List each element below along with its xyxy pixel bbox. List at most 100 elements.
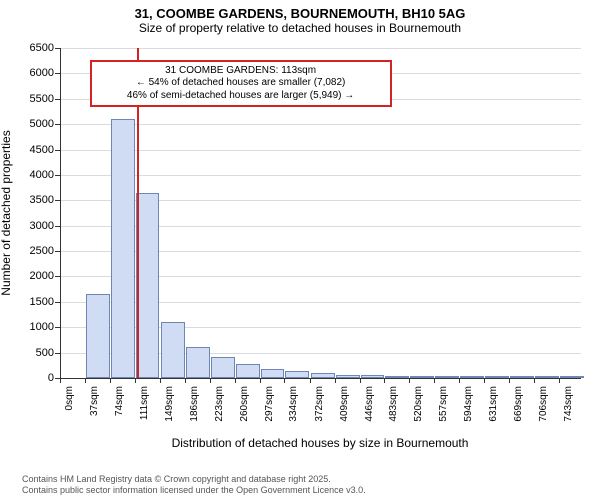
histogram-bar [385, 376, 409, 378]
x-tick-label: 186sqm [189, 386, 200, 422]
y-tick-mark [55, 200, 60, 201]
y-tick-mark [55, 175, 60, 176]
histogram-bar [535, 376, 559, 378]
x-tick-label: 706sqm [538, 386, 549, 422]
y-tick-label: 6500 [0, 42, 54, 54]
x-tick-mark [110, 378, 111, 383]
histogram-bar [211, 357, 235, 378]
annotation-line: 31 COOMBE GARDENS: 113sqm [98, 65, 384, 78]
chart-container: 31, COOMBE GARDENS, BOURNEMOUTH, BH10 5A… [0, 0, 600, 500]
x-tick-mark [85, 378, 86, 383]
histogram-bar [361, 375, 385, 378]
histogram-bar [560, 376, 584, 378]
x-tick-mark [559, 378, 560, 383]
x-tick-mark [534, 378, 535, 383]
x-tick-mark [335, 378, 336, 383]
histogram-bar [111, 119, 135, 378]
plot-area: 31 COOMBE GARDENS: 113sqm← 54% of detach… [60, 48, 581, 379]
histogram-bar [410, 376, 434, 378]
y-tick-label: 3000 [0, 220, 54, 232]
x-tick-mark [135, 378, 136, 383]
histogram-bar [86, 294, 110, 378]
y-tick-mark [55, 276, 60, 277]
x-tick-label: 743sqm [563, 386, 574, 422]
x-tick-mark [409, 378, 410, 383]
x-tick-label: 223sqm [214, 386, 225, 422]
histogram-bar [236, 364, 260, 378]
y-tick-label: 1000 [0, 321, 54, 333]
x-tick-label: 0sqm [64, 386, 75, 410]
histogram-bar [510, 376, 534, 378]
x-tick-label: 557sqm [438, 386, 449, 422]
y-tick-label: 5000 [0, 118, 54, 130]
x-tick-mark [434, 378, 435, 383]
histogram-bar [336, 375, 360, 378]
y-tick-mark [55, 99, 60, 100]
grid-line [61, 124, 581, 125]
histogram-bar [261, 369, 285, 378]
x-tick-mark [160, 378, 161, 383]
x-tick-label: 297sqm [264, 386, 275, 422]
y-tick-mark [55, 327, 60, 328]
x-tick-mark [310, 378, 311, 383]
y-tick-label: 4500 [0, 144, 54, 156]
y-tick-mark [55, 353, 60, 354]
x-tick-mark [384, 378, 385, 383]
histogram-bar [485, 376, 509, 378]
x-tick-mark [360, 378, 361, 383]
footer-line-2: Contains public sector information licen… [22, 485, 366, 496]
histogram-bar [311, 373, 335, 378]
histogram-bar [186, 347, 210, 378]
x-tick-mark [459, 378, 460, 383]
y-tick-label: 5500 [0, 93, 54, 105]
x-tick-label: 149sqm [164, 386, 175, 422]
histogram-bar [460, 376, 484, 378]
x-tick-label: 446sqm [364, 386, 375, 422]
y-tick-label: 6000 [0, 67, 54, 79]
y-tick-label: 0 [0, 372, 54, 384]
y-tick-mark [55, 226, 60, 227]
y-tick-label: 1500 [0, 296, 54, 308]
histogram-bar [136, 193, 160, 378]
y-tick-label: 3500 [0, 194, 54, 206]
grid-line [61, 175, 581, 176]
annotation-line: 46% of semi-detached houses are larger (… [98, 90, 384, 103]
y-tick-mark [55, 150, 60, 151]
grid-line [61, 48, 581, 49]
footer-line-1: Contains HM Land Registry data © Crown c… [22, 474, 366, 485]
footer-text: Contains HM Land Registry data © Crown c… [22, 474, 366, 496]
y-tick-label: 2000 [0, 270, 54, 282]
x-tick-label: 631sqm [488, 386, 499, 422]
annotation-line: ← 54% of detached houses are smaller (7,… [98, 77, 384, 90]
chart-title: 31, COOMBE GARDENS, BOURNEMOUTH, BH10 5A… [0, 0, 600, 21]
histogram-bar [161, 322, 185, 378]
y-tick-mark [55, 48, 60, 49]
x-tick-label: 520sqm [413, 386, 424, 422]
histogram-bar [285, 371, 309, 378]
y-tick-mark [55, 124, 60, 125]
grid-line [61, 150, 581, 151]
x-tick-label: 37sqm [89, 386, 100, 416]
y-tick-mark [55, 73, 60, 74]
x-tick-mark [185, 378, 186, 383]
y-tick-mark [55, 302, 60, 303]
x-axis-label: Distribution of detached houses by size … [60, 436, 580, 450]
y-tick-label: 500 [0, 347, 54, 359]
x-tick-mark [235, 378, 236, 383]
x-tick-mark [260, 378, 261, 383]
y-tick-label: 4000 [0, 169, 54, 181]
annotation-box: 31 COOMBE GARDENS: 113sqm← 54% of detach… [90, 60, 392, 108]
x-tick-mark [60, 378, 61, 383]
chart-subtitle: Size of property relative to detached ho… [0, 21, 600, 39]
x-tick-label: 483sqm [388, 386, 399, 422]
x-tick-label: 260sqm [239, 386, 250, 422]
x-tick-mark [284, 378, 285, 383]
x-tick-label: 372sqm [314, 386, 325, 422]
histogram-bar [435, 376, 459, 378]
x-tick-label: 669sqm [513, 386, 524, 422]
x-tick-mark [509, 378, 510, 383]
x-tick-label: 594sqm [463, 386, 474, 422]
x-tick-label: 409sqm [339, 386, 350, 422]
x-tick-mark [210, 378, 211, 383]
x-tick-mark [484, 378, 485, 383]
